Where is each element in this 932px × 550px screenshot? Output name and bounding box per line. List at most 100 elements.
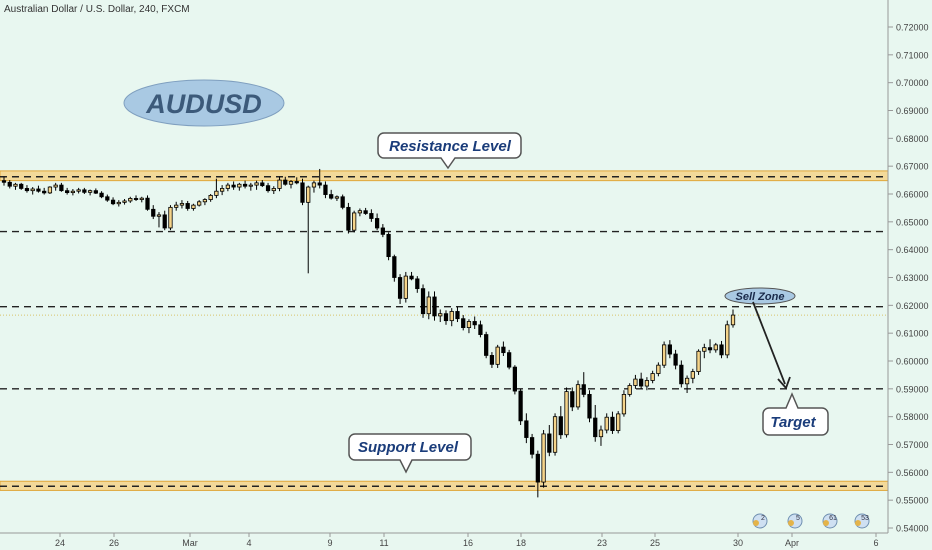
candles-layer — [1, 168, 736, 498]
candle-body — [633, 378, 638, 386]
event-indicator-icon[interactable]: 61 — [822, 513, 838, 529]
candle-body — [317, 182, 322, 186]
candle-body — [59, 184, 64, 192]
candle-body — [231, 184, 236, 188]
candle-body — [265, 185, 271, 192]
y-tick-label: 0.54000 — [896, 524, 929, 534]
candle-body — [426, 296, 431, 315]
candle-body — [42, 190, 47, 194]
candle-body — [53, 184, 58, 188]
y-axis[interactable]: 0.54000 0.55000 0.56000 0.57000 0.58000 0.590… — [887, 0, 929, 534]
candle-body — [47, 186, 53, 194]
x-tick-label: 30 — [733, 538, 743, 548]
candle-body — [449, 311, 454, 322]
candle-body — [581, 384, 586, 395]
candle-body — [220, 188, 225, 192]
candle-body — [300, 182, 305, 203]
candle-body — [552, 416, 558, 453]
candle-body — [179, 203, 185, 206]
candle-body — [19, 183, 24, 189]
target-label: Target — [770, 414, 816, 431]
candle-body — [650, 373, 655, 381]
candle-body — [99, 192, 104, 198]
title-badge — [123, 79, 285, 127]
candle-body — [507, 352, 512, 368]
candle-body — [122, 200, 127, 203]
candle-body — [174, 204, 179, 208]
candle-body — [644, 380, 650, 387]
candle-body — [673, 353, 678, 366]
candle-body — [432, 296, 437, 317]
event-indicator-icon[interactable]: 5 — [787, 513, 803, 529]
candle-body — [277, 179, 282, 189]
x-tick-label: 11 — [379, 538, 388, 548]
indicator-coin — [855, 520, 861, 526]
candle-body — [616, 413, 621, 431]
candle-body — [323, 184, 328, 195]
candle-body — [558, 416, 563, 436]
event-indicators[interactable]: 2 5 61 53 — [752, 513, 870, 529]
candle-body — [30, 188, 35, 192]
y-tick-label: 0.60000 — [896, 357, 929, 367]
indicator-count: 2 — [761, 515, 765, 522]
candle-body — [604, 416, 609, 431]
candle-body — [535, 453, 540, 483]
indicator-coin — [823, 520, 829, 526]
x-tick-label: Mar — [182, 538, 198, 548]
x-tick-label: 9 — [327, 538, 332, 548]
indicator-coin — [753, 520, 759, 526]
candle-body — [346, 206, 351, 231]
y-tick-label: 0.72000 — [896, 23, 929, 33]
candle-body — [271, 188, 276, 192]
candle-body — [380, 227, 385, 235]
candle-body — [489, 355, 495, 365]
candle-body — [65, 190, 70, 194]
candle-body — [397, 277, 403, 299]
candle-body — [225, 184, 230, 189]
candle-body — [151, 208, 156, 217]
y-tick-label: 0.65000 — [896, 217, 929, 227]
candle-body — [529, 437, 535, 455]
candle-body — [260, 182, 265, 187]
candle-body — [478, 324, 483, 335]
candle-body — [621, 393, 627, 415]
x-tick-label: 6 — [873, 538, 878, 548]
event-indicator-icon[interactable]: 2 — [752, 513, 768, 529]
x-axis[interactable]: 24 26 Mar 4 9 11 16 18 23 25 30 Apr 6 — [0, 532, 888, 548]
candle-body — [202, 199, 208, 203]
candle-body — [409, 275, 414, 280]
sell-arrow-head — [777, 376, 791, 390]
sell-arrow — [752, 301, 786, 385]
x-tick-label: 23 — [597, 538, 607, 548]
candle-body — [185, 203, 190, 209]
candle-body — [392, 256, 397, 278]
y-tick-label: 0.57000 — [896, 440, 929, 450]
candle-body — [518, 390, 523, 422]
sell-zone-label: Sell Zone — [736, 291, 785, 303]
candle-body — [110, 199, 116, 205]
x-tick-label: Apr — [785, 538, 799, 548]
y-tick-label: 0.55000 — [896, 496, 929, 506]
candle-body — [512, 366, 517, 392]
candle-body — [70, 190, 76, 194]
target-callout — [762, 392, 829, 436]
event-indicator-icon[interactable]: 53 — [854, 513, 870, 529]
candle-body — [369, 213, 374, 219]
candle-body — [128, 198, 133, 202]
candle-body — [1, 180, 7, 183]
indicator-count: 61 — [829, 515, 837, 522]
y-tick-label: 0.64000 — [896, 245, 929, 255]
candle-body — [214, 190, 219, 196]
y-tick-label: 0.59000 — [896, 384, 929, 394]
title-badge-text: AUDUSD — [145, 89, 262, 119]
candle-body — [725, 324, 730, 356]
y-tick-label: 0.62000 — [896, 301, 929, 311]
candle-body — [420, 288, 426, 315]
candle-body — [524, 420, 529, 438]
candle-body — [541, 433, 546, 483]
candle-body — [242, 183, 248, 187]
candle-body — [329, 194, 334, 199]
resistance-callout — [377, 132, 522, 170]
